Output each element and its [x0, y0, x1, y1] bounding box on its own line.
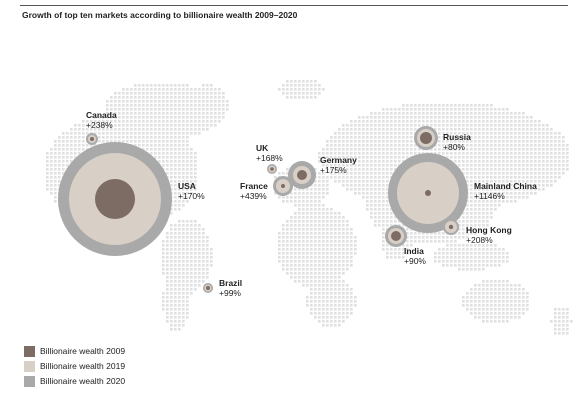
bubble-france-2009: [281, 184, 285, 188]
bubble-canada: [86, 133, 98, 145]
bubble-brazil: [203, 283, 213, 293]
bubble-germany-2009: [297, 170, 307, 180]
label-mainland-china: Mainland China +1146%: [474, 181, 537, 201]
label-hong-kong: Hong Kong +208%: [466, 225, 512, 245]
label-uk: UK +168%: [256, 143, 283, 163]
label-canada: Canada +238%: [86, 110, 117, 130]
title-rule: [20, 5, 568, 6]
legend-swatch-2019: [24, 361, 35, 372]
bubble-usa: [58, 142, 172, 256]
chart-title: Growth of top ten markets according to b…: [22, 10, 298, 20]
bubble-brazil-2009: [206, 286, 210, 290]
label-usa: USA +170%: [178, 181, 205, 201]
bubble-uk: [267, 164, 277, 174]
bubble-hongkong-2009: [448, 224, 454, 230]
legend-label-2009: Billionaire wealth 2009: [40, 346, 126, 356]
bubble-hongkong: [443, 219, 459, 235]
bubble-china-2009: [425, 190, 431, 196]
bubble-russia: [414, 126, 438, 150]
legend-label-2019: Billionaire wealth 2019: [40, 361, 126, 371]
label-france: France +439%: [240, 181, 268, 201]
bubble-india-2009: [391, 231, 401, 241]
bubble-canada-2009: [90, 137, 94, 141]
wealth-bubbles: [58, 126, 468, 293]
label-germany: Germany +175%: [320, 155, 357, 175]
bubble-russia-2009: [420, 132, 432, 144]
bubble-india: [385, 225, 407, 247]
bubble-germany: [288, 161, 316, 189]
bubble-usa-2009: [95, 179, 135, 219]
bubble-france: [273, 176, 293, 196]
legend-swatch-2009: [24, 346, 35, 357]
legend-swatch-2020: [24, 376, 35, 387]
bubble-china: [388, 153, 468, 233]
label-brazil: Brazil +99%: [219, 278, 243, 298]
label-russia: Russia +80%: [443, 132, 471, 152]
label-india: India +90%: [404, 246, 426, 266]
legend-label-2020: Billionaire wealth 2020: [40, 376, 126, 386]
bubble-uk-2009: [270, 167, 274, 171]
